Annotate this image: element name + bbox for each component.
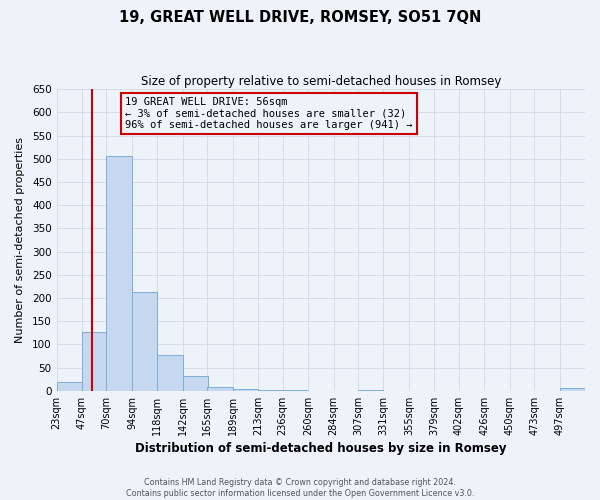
Y-axis label: Number of semi-detached properties: Number of semi-detached properties	[15, 137, 25, 343]
Bar	[132, 292, 157, 391]
X-axis label: Distribution of semi-detached houses by size in Romsey: Distribution of semi-detached houses by …	[135, 442, 506, 455]
Bar	[56, 382, 82, 391]
Title: Size of property relative to semi-detached houses in Romsey: Size of property relative to semi-detach…	[140, 75, 501, 88]
Text: 19 GREAT WELL DRIVE: 56sqm
← 3% of semi-detached houses are smaller (32)
96% of : 19 GREAT WELL DRIVE: 56sqm ← 3% of semi-…	[125, 96, 413, 130]
Bar	[207, 386, 233, 391]
Bar	[258, 390, 284, 391]
Bar	[82, 332, 107, 391]
Bar	[233, 389, 258, 391]
Text: Contains HM Land Registry data © Crown copyright and database right 2024.
Contai: Contains HM Land Registry data © Crown c…	[126, 478, 474, 498]
Bar	[183, 376, 208, 391]
Bar	[157, 354, 183, 391]
Bar	[560, 388, 585, 391]
Text: 19, GREAT WELL DRIVE, ROMSEY, SO51 7QN: 19, GREAT WELL DRIVE, ROMSEY, SO51 7QN	[119, 10, 481, 25]
Bar	[106, 156, 132, 391]
